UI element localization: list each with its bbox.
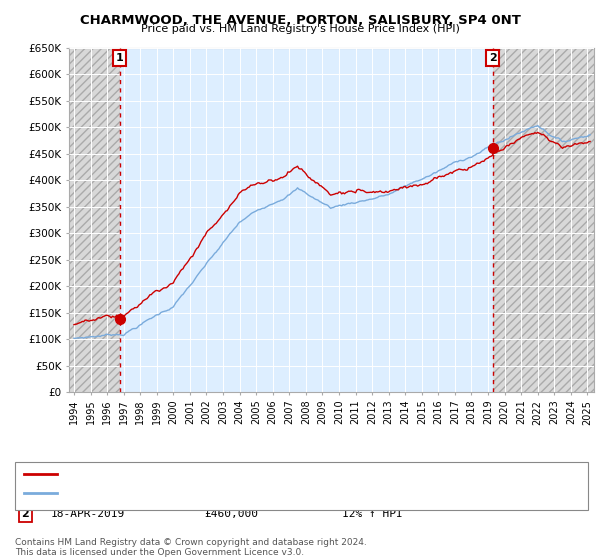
Bar [69, 48, 120, 392]
Text: Price paid vs. HM Land Registry's House Price Index (HPI): Price paid vs. HM Land Registry's House … [140, 24, 460, 34]
Text: 2: 2 [489, 53, 497, 63]
Text: 2: 2 [22, 509, 29, 519]
Text: 12% ↑ HPI: 12% ↑ HPI [342, 509, 403, 519]
Text: 07-OCT-1996: 07-OCT-1996 [51, 485, 125, 495]
Text: HPI: Average price, detached house, Wiltshire: HPI: Average price, detached house, Wilt… [63, 488, 302, 498]
Text: 1: 1 [116, 53, 124, 63]
Text: Contains HM Land Registry data © Crown copyright and database right 2024.
This d: Contains HM Land Registry data © Crown c… [15, 538, 367, 557]
Bar [493, 48, 594, 392]
Text: £460,000: £460,000 [204, 509, 258, 519]
Text: 1: 1 [22, 485, 29, 495]
Text: £137,000: £137,000 [204, 485, 258, 495]
Text: 30% ↑ HPI: 30% ↑ HPI [342, 485, 403, 495]
Text: 18-APR-2019: 18-APR-2019 [51, 509, 125, 519]
Text: CHARMWOOD, THE AVENUE, PORTON, SALISBURY, SP4 0NT (detached house): CHARMWOOD, THE AVENUE, PORTON, SALISBURY… [63, 469, 466, 479]
Text: CHARMWOOD, THE AVENUE, PORTON, SALISBURY, SP4 0NT: CHARMWOOD, THE AVENUE, PORTON, SALISBURY… [80, 14, 520, 27]
